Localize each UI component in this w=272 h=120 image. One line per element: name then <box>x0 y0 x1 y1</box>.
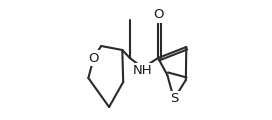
Text: S: S <box>170 93 178 105</box>
Text: O: O <box>153 9 163 21</box>
Text: O: O <box>88 51 99 65</box>
Text: NH: NH <box>133 65 153 78</box>
